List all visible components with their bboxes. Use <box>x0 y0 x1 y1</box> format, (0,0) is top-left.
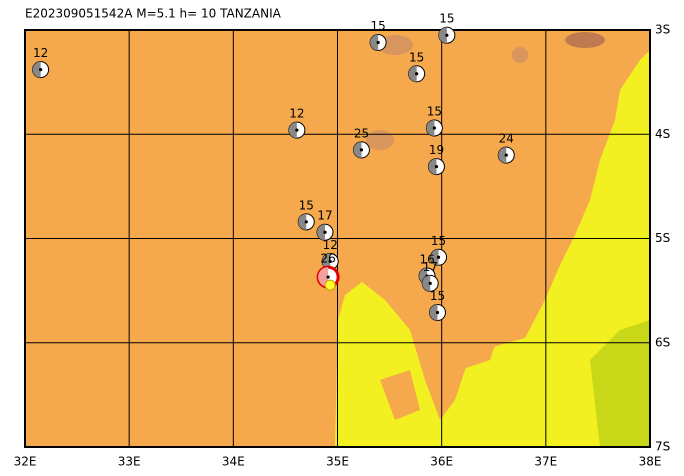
focal-mechanism <box>316 265 340 291</box>
lon-label: 36E <box>430 455 453 469</box>
focal-mechanism <box>425 119 443 137</box>
depth-label: 15 <box>409 50 424 64</box>
depth-label: 26 <box>320 252 335 266</box>
p-axis <box>39 68 43 72</box>
p-axis <box>359 148 364 152</box>
depth-label: 12 <box>289 107 304 121</box>
focal-mechanism <box>429 304 446 322</box>
beachball-quadrant <box>370 34 379 51</box>
p-axis <box>415 72 419 76</box>
p-axis <box>428 281 432 285</box>
beachball-quadrant <box>422 275 431 292</box>
focal-mechanism <box>438 26 456 44</box>
lon-label: 34E <box>222 455 245 469</box>
p-axis <box>323 230 327 234</box>
p-axis <box>445 33 449 37</box>
depth-label: 12 <box>33 46 48 60</box>
beachball-quadrant <box>438 27 447 44</box>
depth-label: 16 <box>419 253 434 267</box>
depth-label: 25 <box>354 126 369 140</box>
lat-label: 4S <box>655 127 670 141</box>
focal-mechanism <box>288 121 306 139</box>
lat-label: 3S <box>655 23 670 37</box>
beachball-quadrant <box>322 253 331 270</box>
p-axis <box>432 126 436 130</box>
beachball-quadrant <box>428 158 437 175</box>
lat-label: 7S <box>655 440 670 454</box>
focal-mechanism <box>297 213 315 231</box>
beachball-quadrant <box>317 224 325 241</box>
lat-label: 6S <box>655 335 670 349</box>
beachball-quadrant <box>498 147 507 164</box>
map-title: E202309051542A M=5.1 h= 10 TANZANIA <box>25 7 282 21</box>
depth-label: 15 <box>439 12 454 26</box>
depth-label: 19 <box>429 143 444 157</box>
lon-label: 37E <box>534 455 557 469</box>
depth-label: 17 <box>317 209 332 223</box>
focal-mechanism <box>316 223 334 241</box>
depth-label: 24 <box>499 132 514 146</box>
focal-mechanism <box>369 34 387 52</box>
p-axis <box>328 259 332 264</box>
lon-label: 33E <box>118 455 141 469</box>
depth-label: 15 <box>299 198 314 212</box>
beachball-quadrant <box>298 213 307 230</box>
beachball-quadrant <box>426 119 435 136</box>
beachball-quadrant <box>429 304 438 321</box>
p-axis <box>295 128 299 132</box>
depth-label: 15 <box>431 234 446 248</box>
p-axis <box>304 220 308 224</box>
focal-mechanism <box>421 274 439 292</box>
beachball-quadrant <box>430 249 439 266</box>
lat-label: 5S <box>655 231 670 245</box>
p-axis <box>326 275 330 279</box>
lon-label: 38E <box>639 455 662 469</box>
focal-mechanism <box>430 248 448 266</box>
lon-label: 32E <box>14 455 37 469</box>
p-axis <box>376 40 380 45</box>
depth-label: 15 <box>370 19 385 33</box>
lon-label: 35E <box>326 455 349 469</box>
focal-mechanism <box>427 158 445 176</box>
depth-label: 12 <box>323 238 338 252</box>
beachball-quadrant <box>32 61 41 78</box>
p-axis <box>434 164 439 169</box>
p-axis <box>435 310 440 315</box>
focal-mechanism <box>32 61 50 79</box>
depth-label: 15 <box>427 104 442 118</box>
focal-mechanism <box>408 65 426 83</box>
beachball-quadrant <box>288 122 297 139</box>
focal-mechanism <box>497 146 515 164</box>
depth-label: 15 <box>430 289 445 303</box>
p-axis <box>436 255 441 259</box>
p-axis <box>504 153 508 157</box>
beachball-quadrant <box>353 141 362 158</box>
epicenter <box>324 279 336 291</box>
depth-label: 17 <box>423 260 438 274</box>
focal-mechanism <box>352 141 370 159</box>
beachball-quadrant <box>408 65 417 82</box>
